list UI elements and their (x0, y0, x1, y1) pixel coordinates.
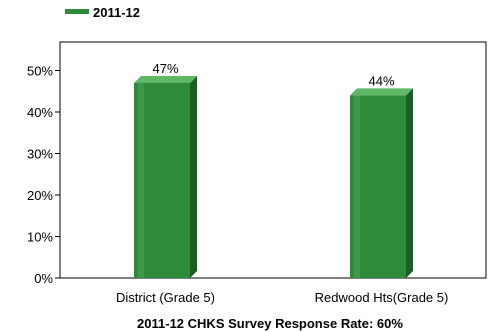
x-category-label: Redwood Hts(Grade 5) (315, 290, 449, 305)
bar-value-label: 44% (368, 73, 394, 88)
x-category-label: District (Grade 5) (116, 290, 215, 305)
y-tick-label: 20% (27, 188, 53, 203)
legend: 2011-12 (65, 5, 140, 20)
x-axis: District (Grade 5) Redwood Hts(Grade 5) (116, 290, 448, 305)
legend-swatch-2011-12 (65, 9, 89, 14)
bar-value-label: 47% (152, 61, 178, 76)
bar-top (134, 75, 197, 83)
legend-label-2011-12: 2011-12 (93, 5, 140, 20)
bar-highlight (354, 95, 360, 279)
y-axis: 0% 10% 20% 30% 40% 50% (27, 64, 60, 286)
y-tick-label: 10% (27, 230, 53, 245)
y-tick-label: 30% (27, 147, 53, 162)
bar-highlight (138, 82, 144, 278)
plot-frame (59, 41, 487, 279)
y-tick-label: 50% (27, 64, 53, 79)
bar-side (190, 75, 197, 278)
response-rate-note: 2011-12 CHKS Survey Response Rate: 60% (137, 316, 403, 331)
y-tick-label: 40% (27, 105, 53, 120)
bar-top (350, 88, 413, 96)
bars: 47% 44% (134, 61, 413, 279)
bar-side (406, 88, 413, 279)
y-tick-label: 0% (34, 271, 53, 286)
